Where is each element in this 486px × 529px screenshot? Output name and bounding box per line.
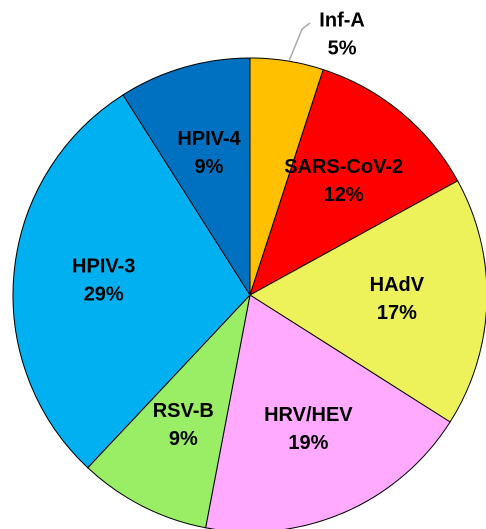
leader-line [288, 22, 311, 62]
pie-slice [87, 293, 251, 529]
slice-label: HPIV-3 [72, 255, 135, 277]
pie-slice [249, 68, 459, 297]
slice-value-label: 19% [288, 432, 328, 454]
pie-slice [122, 57, 251, 297]
slice-label: HPIV-4 [177, 128, 241, 150]
slice-value-label: 9% [195, 156, 224, 178]
slice-value-label: 17% [377, 302, 417, 324]
pie-slice [12, 94, 251, 469]
slice-label: HAdV [370, 274, 425, 296]
slice-value-label: 9% [169, 428, 198, 450]
slice-label: SARS-CoV-2 [284, 156, 403, 178]
slice-label: Inf-A [319, 9, 365, 31]
pie-slice [205, 294, 451, 529]
slice-label: HRV/HEV [264, 404, 353, 426]
slice-label: RSV-B [153, 400, 214, 422]
slice-value-label: 5% [328, 37, 357, 59]
slice-value-label: 29% [84, 283, 124, 305]
slice-value-label: 12% [324, 184, 364, 206]
pie-slice [249, 180, 486, 423]
